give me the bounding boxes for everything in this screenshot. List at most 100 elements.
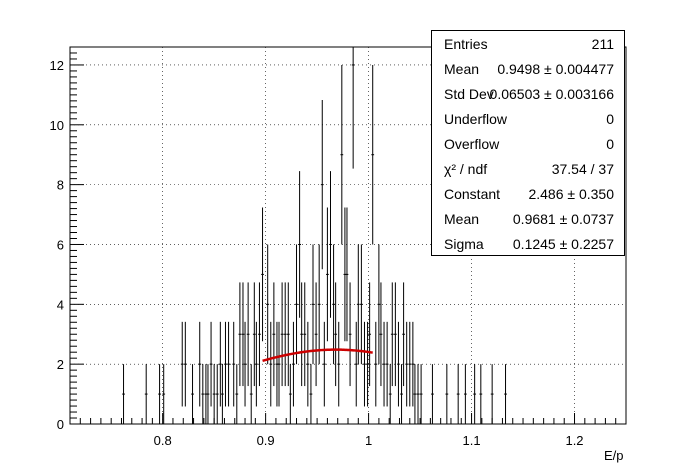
data-point [235, 364, 239, 424]
data-point [180, 321, 184, 407]
data-point [303, 282, 307, 387]
data-point [366, 321, 369, 407]
stats-value: 0.1245 ± 0.2257 [512, 236, 614, 252]
stats-label: Mean [444, 61, 480, 77]
stats-row: Std Dev 0.06503 ± 0.003166 [432, 82, 624, 107]
data-point [340, 64, 344, 245]
data-point [122, 364, 125, 424]
data-point [388, 364, 392, 424]
data-point [254, 321, 258, 407]
data-point [332, 244, 335, 365]
data-point [356, 244, 360, 365]
data-point [463, 364, 467, 424]
stats-row: Underflow 0 [432, 107, 624, 132]
data-point [363, 321, 366, 407]
stats-label: Constant [444, 186, 501, 202]
data-point [295, 244, 298, 365]
data-point [183, 321, 187, 407]
x-tick-label: 1.1 [463, 433, 481, 448]
stats-label: Overflow [444, 136, 500, 152]
stats-value: 0.06503 ± 0.003166 [489, 86, 614, 102]
data-point [206, 364, 210, 424]
x-tick-label: 1.2 [565, 433, 583, 448]
stats-value: 2.486 ± 0.350 [528, 186, 614, 202]
data-point [320, 100, 324, 270]
data-point [201, 364, 205, 424]
data-point [431, 364, 434, 424]
data-point [408, 321, 412, 407]
y-tick-label: 4 [57, 297, 64, 312]
data-point [359, 244, 363, 365]
x-axis-title: E/p [604, 448, 624, 463]
histogram-error-bars [122, 47, 507, 424]
data-point [385, 321, 389, 407]
data-point [334, 282, 338, 387]
data-point [246, 282, 250, 387]
y-tick-label: 2 [57, 357, 64, 372]
data-point [286, 282, 290, 387]
y-tick-label: 12 [50, 58, 64, 73]
data-point [397, 321, 400, 407]
data-point [277, 321, 281, 407]
data-point [309, 364, 313, 424]
stats-row: Constant 2.486 ± 0.350 [432, 182, 624, 207]
y-tick-label: 8 [57, 178, 64, 193]
data-point [374, 321, 378, 407]
data-point [479, 364, 483, 424]
data-point [329, 171, 332, 318]
stats-row: Mean 0.9498 ± 0.004477 [432, 57, 624, 82]
data-point [243, 321, 247, 407]
stats-row: Entries 211 [432, 32, 624, 57]
y-tick-label: 10 [50, 118, 64, 133]
x-tick-label: 0.8 [154, 433, 172, 448]
stats-label: χ² / ndf [444, 161, 488, 177]
stats-row: Overflow 0 [432, 132, 624, 157]
data-point [269, 321, 273, 407]
data-point [227, 321, 230, 407]
x-tick-label: 0.9 [257, 433, 275, 448]
data-point [261, 207, 264, 342]
axes: 0.8 0.9 1 1.1 1.2 0 2 4 6 8 10 12 [50, 52, 627, 448]
data-point [292, 321, 295, 407]
stats-row: Sigma 0.1245 ± 0.2257 [432, 232, 624, 257]
stats-value: 211 [591, 36, 614, 52]
data-point [411, 321, 415, 407]
data-point [218, 321, 222, 407]
stats-value: 0 [606, 136, 614, 152]
data-point [371, 64, 375, 245]
data-point [241, 282, 245, 387]
stats-label: Mean [444, 211, 480, 227]
data-point [298, 171, 301, 318]
data-point [416, 364, 420, 424]
data-point [209, 321, 213, 407]
data-point [348, 282, 352, 387]
data-point [288, 364, 292, 424]
data-point [400, 364, 403, 424]
data-point [283, 282, 287, 387]
gaussian-fit-curve [262, 348, 373, 363]
stats-label: Sigma [444, 236, 484, 252]
data-point [382, 321, 386, 407]
stats-row: Mean 0.9681 ± 0.0737 [432, 207, 624, 232]
data-point [390, 282, 394, 387]
data-point [249, 364, 253, 424]
data-point [162, 364, 166, 424]
data-point [266, 244, 270, 365]
data-point [306, 321, 310, 407]
data-point [326, 207, 329, 342]
stats-value: 0 [606, 111, 614, 127]
data-point [419, 364, 423, 424]
data-point [351, 47, 355, 169]
stats-label: Entries [444, 36, 488, 52]
stats-label: Std Dev [444, 86, 494, 102]
data-point [393, 282, 397, 387]
data-point [144, 364, 148, 424]
stats-label: Underflow [444, 111, 508, 127]
stats-value: 37.54 / 37 [551, 161, 614, 177]
data-point [456, 364, 460, 424]
data-point [379, 282, 383, 387]
data-point [212, 364, 216, 424]
data-point [345, 207, 349, 342]
data-point [473, 364, 477, 424]
